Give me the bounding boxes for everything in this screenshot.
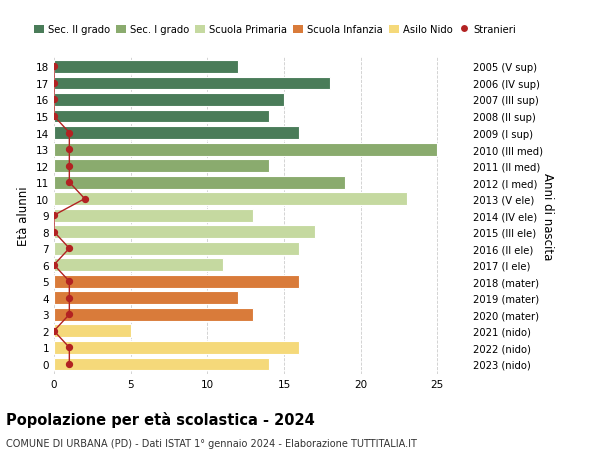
Bar <box>54 341 299 354</box>
Bar <box>54 61 238 74</box>
Text: COMUNE DI URBANA (PD) - Dati ISTAT 1° gennaio 2024 - Elaborazione TUTTITALIA.IT: COMUNE DI URBANA (PD) - Dati ISTAT 1° ge… <box>6 438 417 448</box>
Point <box>65 278 74 285</box>
Point <box>65 129 74 137</box>
Point <box>49 96 59 104</box>
Bar <box>54 176 346 189</box>
Bar <box>54 358 269 370</box>
Point <box>65 295 74 302</box>
Bar <box>54 325 131 338</box>
Point <box>65 162 74 170</box>
Legend: Sec. II grado, Sec. I grado, Scuola Primaria, Scuola Infanzia, Asilo Nido, Stran: Sec. II grado, Sec. I grado, Scuola Prim… <box>30 21 520 39</box>
Point <box>65 245 74 252</box>
Bar <box>54 77 330 90</box>
Bar <box>54 143 437 156</box>
Bar <box>54 275 299 288</box>
Point <box>65 360 74 368</box>
Point <box>49 328 59 335</box>
Point <box>49 80 59 87</box>
Bar <box>54 308 253 321</box>
Bar <box>54 292 238 305</box>
Y-axis label: Età alunni: Età alunni <box>17 186 31 246</box>
Bar <box>54 94 284 106</box>
Bar <box>54 209 253 222</box>
Point <box>65 146 74 153</box>
Y-axis label: Anni di nascita: Anni di nascita <box>541 172 554 259</box>
Text: Popolazione per età scolastica - 2024: Popolazione per età scolastica - 2024 <box>6 411 315 427</box>
Point <box>80 196 89 203</box>
Bar <box>54 160 269 173</box>
Bar <box>54 242 299 255</box>
Bar <box>54 259 223 272</box>
Point <box>49 212 59 219</box>
Bar <box>54 127 299 140</box>
Point <box>65 344 74 352</box>
Bar <box>54 193 407 206</box>
Point <box>65 179 74 186</box>
Point <box>49 262 59 269</box>
Point <box>49 113 59 120</box>
Point <box>49 229 59 236</box>
Bar <box>54 110 269 123</box>
Point <box>49 64 59 71</box>
Bar <box>54 226 314 239</box>
Point <box>65 311 74 319</box>
